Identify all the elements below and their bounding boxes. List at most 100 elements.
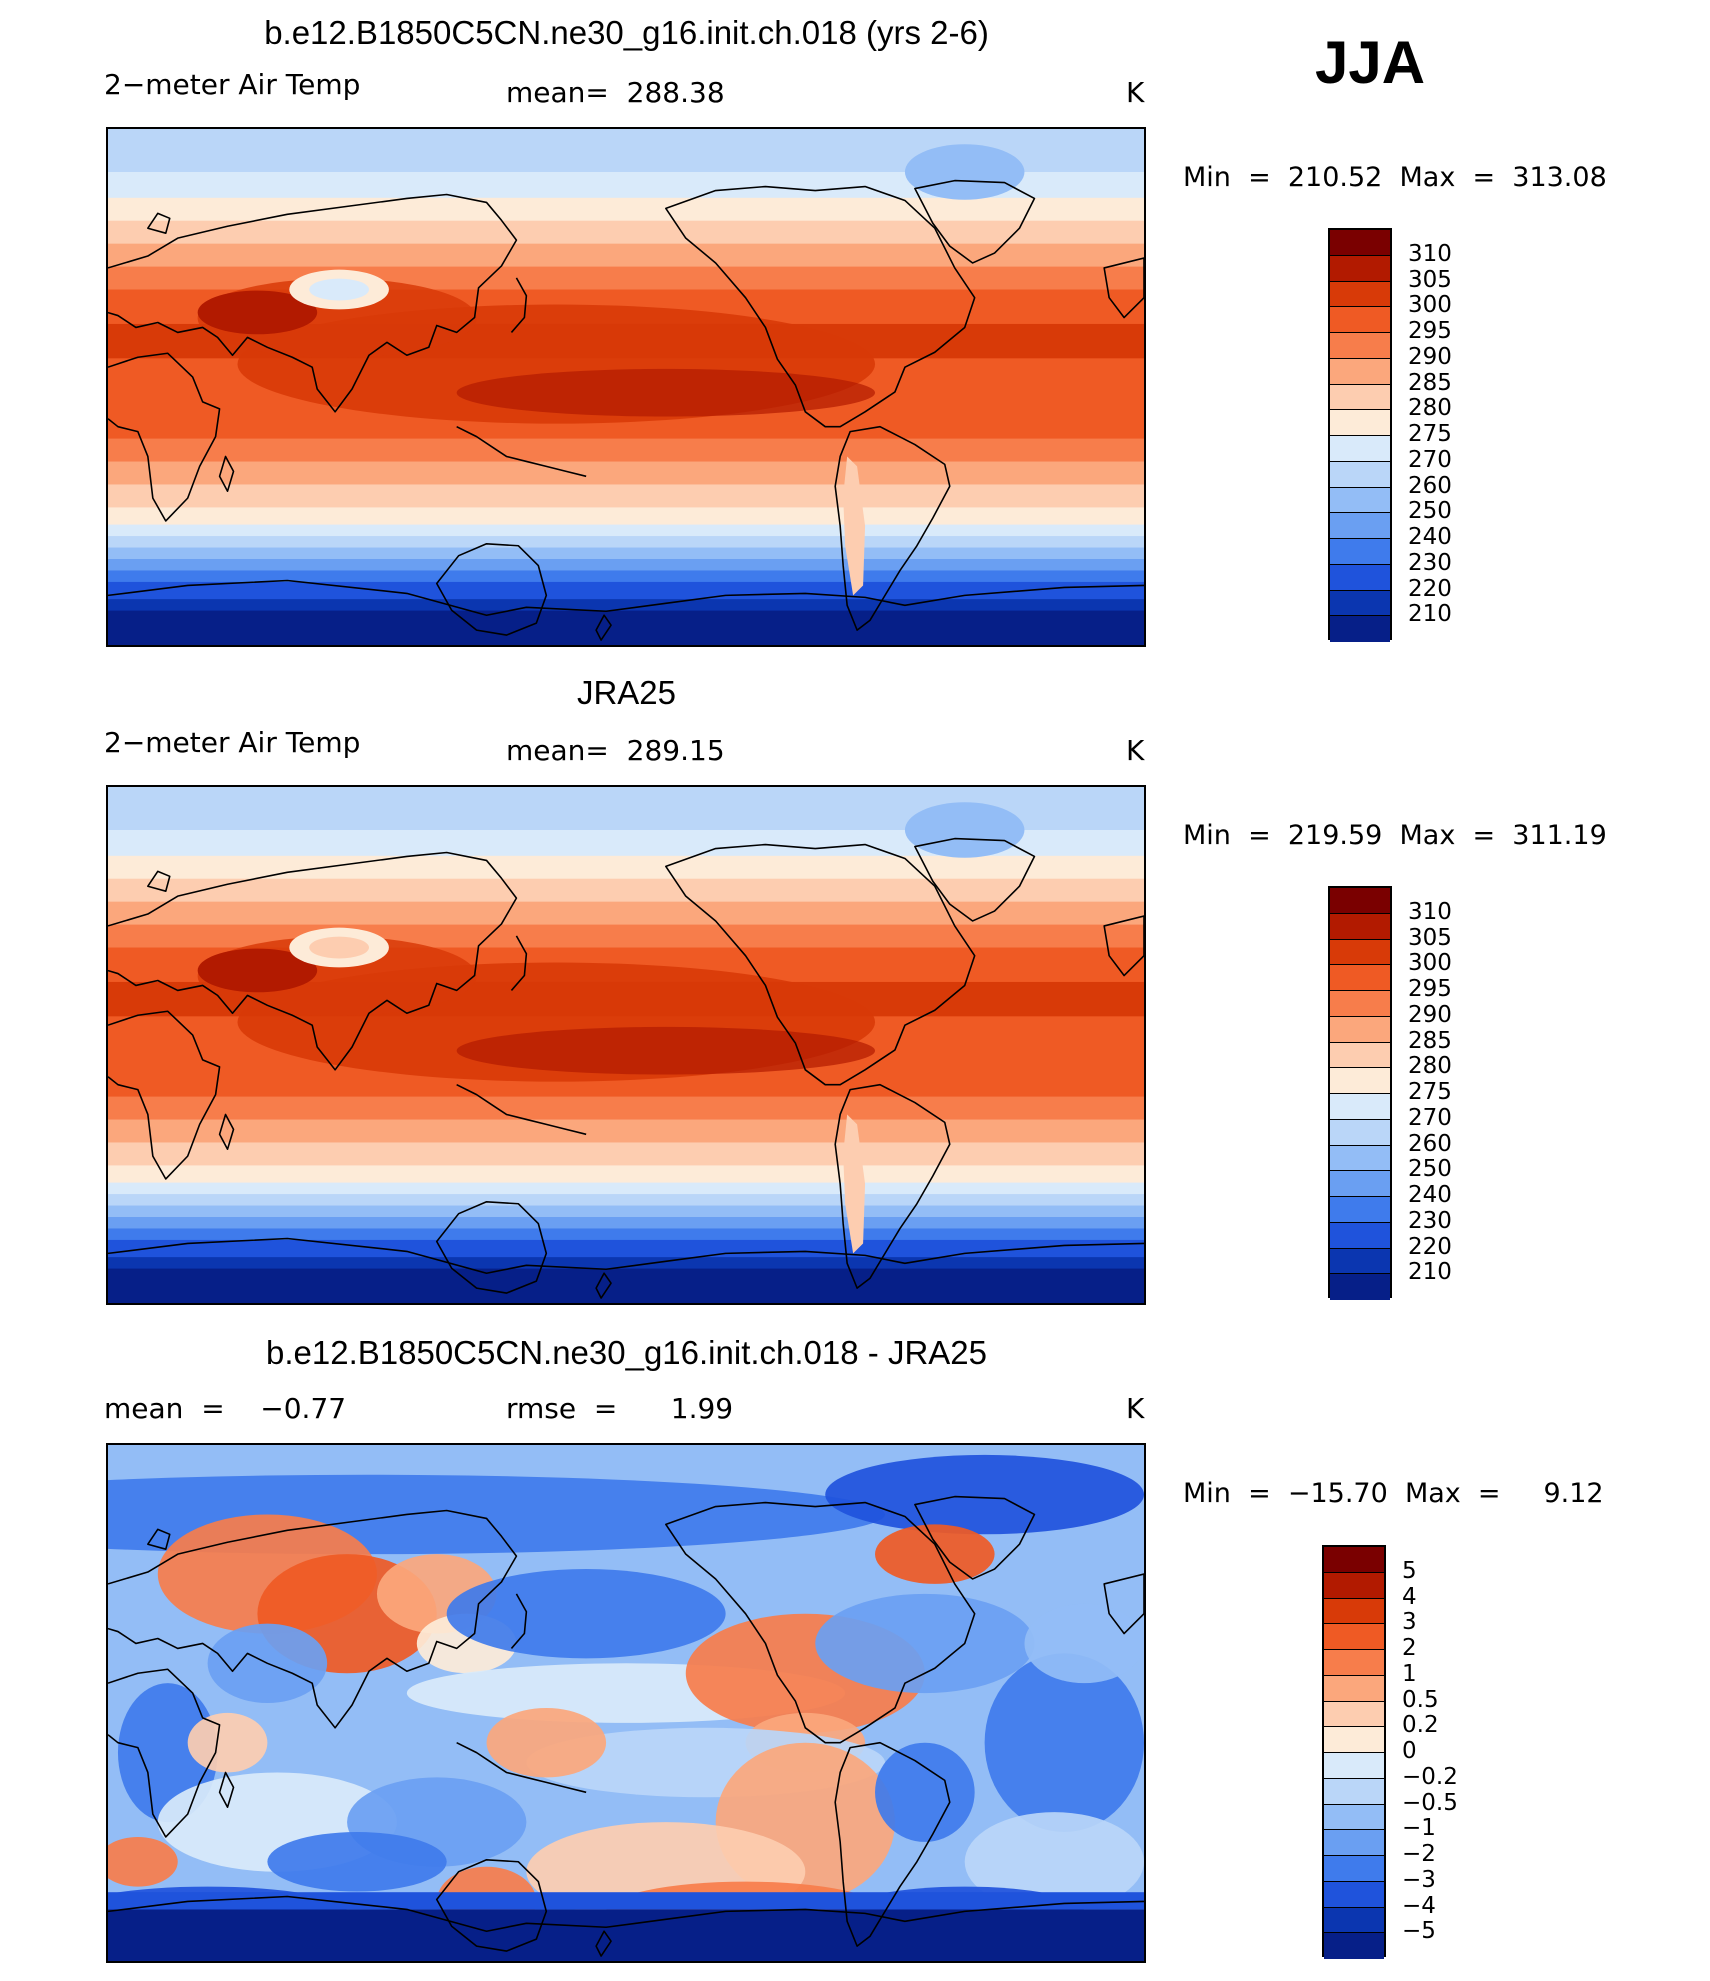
panel-3-colorbar-swatch	[1324, 1598, 1384, 1625]
panel-2-variable: 2−meter Air Temp	[104, 726, 361, 759]
coastline	[147, 1528, 171, 1550]
panel-1-colorbar-swatch	[1330, 539, 1390, 565]
panel-1-colorbar-label: 280	[1408, 395, 1452, 422]
panel-2-colorbar-label: 290	[1408, 1001, 1452, 1028]
coastline	[147, 870, 171, 892]
antarctic-ring	[108, 1892, 1144, 1910]
panel-1-mean: mean= 288.38	[506, 76, 725, 109]
andes-cool	[843, 456, 866, 596]
panel-2-colorbar-label: 210	[1408, 1259, 1452, 1286]
temp-band	[108, 536, 1144, 549]
tibet-core	[309, 936, 369, 959]
coastline	[435, 542, 548, 636]
diff-anomaly-patch	[964, 1812, 1144, 1912]
panel-1-colorbar-swatch	[1330, 333, 1390, 359]
panel-2-colorbar-label: 310	[1408, 898, 1452, 925]
diff-anomaly-patch	[875, 1742, 975, 1842]
panel-2-colorbar-label: 220	[1408, 1233, 1452, 1260]
coastline	[914, 837, 1036, 922]
tibet-core	[309, 278, 369, 301]
panel-3-colorbar-swatch	[1324, 1727, 1384, 1753]
panel-1-colorbar-swatch	[1330, 436, 1390, 462]
coastline	[456, 1083, 587, 1136]
panel-1-colorbar-swatch	[1330, 461, 1390, 488]
panel-2-colorbar-swatch	[1330, 1042, 1390, 1069]
panel-3-colorbar-swatch	[1324, 1675, 1384, 1702]
panel-2-colorbar-label: 275	[1408, 1079, 1452, 1105]
temp-band	[108, 1119, 1144, 1144]
panel-2-colorbar-swatch	[1330, 888, 1390, 914]
coastline	[834, 425, 951, 631]
panel-3-colorbar-label: 2	[1402, 1635, 1417, 1661]
panel-2-minmax: Min = 219.59 Max = 311.19	[1183, 820, 1607, 851]
coastline	[456, 1741, 587, 1794]
temp-band	[108, 855, 1144, 880]
panel-2-colorbar-swatch	[1330, 991, 1390, 1017]
season-label: JJA	[1314, 29, 1426, 96]
panel-3-colorbar-label: 4	[1402, 1583, 1417, 1610]
temp-band	[108, 197, 1144, 222]
panel-2-map	[106, 785, 1146, 1305]
panel-2-colorbar-label: 295	[1408, 976, 1452, 1002]
panel-1-variable: 2−meter Air Temp	[104, 68, 361, 101]
diff-anomaly-patch	[984, 1653, 1144, 1832]
panel-2-colorbar-swatch	[1330, 913, 1390, 940]
panel-3-colorbar-label: −0.2	[1402, 1763, 1458, 1790]
coastline	[108, 1668, 221, 1838]
panel-3-rmse: rmse = 1.99	[506, 1392, 734, 1425]
panel-1-colorbar-label: 240	[1408, 524, 1452, 550]
panel-2-colorbar-swatch	[1330, 1119, 1390, 1146]
panel-1-colorbar-label: 220	[1408, 575, 1452, 602]
panel-2-colorbar-swatch	[1330, 1068, 1390, 1094]
panel-3-colorbar-label: −2	[1402, 1841, 1436, 1867]
panel-3-colorbar-swatch	[1324, 1753, 1384, 1779]
andes-cool	[843, 1114, 866, 1254]
temp-band	[108, 1205, 1144, 1218]
panel-3-colorbar-label: −0.5	[1402, 1789, 1458, 1816]
temp-band	[108, 581, 1144, 601]
panel-2-map-svg	[108, 787, 1144, 1303]
panel-3-colorbar-label: −4	[1402, 1892, 1436, 1919]
panel-2-colorbar-swatch	[1330, 1248, 1390, 1275]
panel-2-colorbar-label: 250	[1408, 1156, 1452, 1183]
coastline	[218, 1113, 235, 1150]
coastline	[218, 455, 235, 492]
panel-2-colorbar-label: 300	[1408, 950, 1452, 977]
panel-3-colorbar-swatch	[1324, 1856, 1384, 1882]
temp-band	[108, 461, 1144, 486]
panel-1-colorbar-swatch	[1330, 487, 1390, 514]
coastline	[147, 212, 171, 234]
warm-core	[456, 1026, 876, 1075]
coastline	[1103, 257, 1144, 319]
temp-band	[108, 1239, 1144, 1259]
coastline	[435, 1858, 548, 1952]
temp-band	[108, 878, 1144, 903]
panel-3-colorbar-label: 1	[1402, 1660, 1417, 1687]
panel-1-colorbar-label: 275	[1408, 421, 1452, 447]
panel-1-map	[106, 127, 1146, 647]
temp-band	[108, 901, 1144, 926]
panel-3-colorbar-swatch	[1324, 1650, 1384, 1676]
coastline	[218, 1771, 235, 1808]
panel-3-colorbar-swatch	[1324, 1778, 1384, 1805]
panel-2-colorbar-label: 270	[1408, 1104, 1452, 1131]
panel-2-colorbar-label: 285	[1408, 1027, 1452, 1054]
panel-1-title: b.e12.B1850C5CN.ne30_g16.init.ch.018 (yr…	[264, 14, 989, 51]
panel-3-colorbar-swatch	[1324, 1624, 1384, 1650]
greenland-ice	[904, 144, 1025, 200]
panel-2-colorbar-swatch	[1330, 939, 1390, 966]
panel-1-colorbar-label: 290	[1408, 343, 1452, 370]
coastline	[108, 1509, 518, 1729]
panel-1-colorbar-swatch	[1330, 255, 1390, 282]
coastline	[108, 579, 1144, 617]
panel-1-colorbar-swatch	[1330, 281, 1390, 308]
panel-3-colorbar-label: −1	[1402, 1815, 1436, 1842]
panel-2-colorbar-swatch	[1330, 1145, 1390, 1172]
panel-1-colorbar-swatch	[1330, 513, 1390, 539]
temp-band	[108, 507, 1144, 526]
diff-anomaly-patch	[875, 1524, 995, 1584]
temp-band	[108, 1228, 1144, 1241]
panel-3-map	[106, 1443, 1146, 1963]
panel-3-colorbar-label: 3	[1402, 1609, 1417, 1636]
panel-2-units: K	[1126, 734, 1145, 767]
